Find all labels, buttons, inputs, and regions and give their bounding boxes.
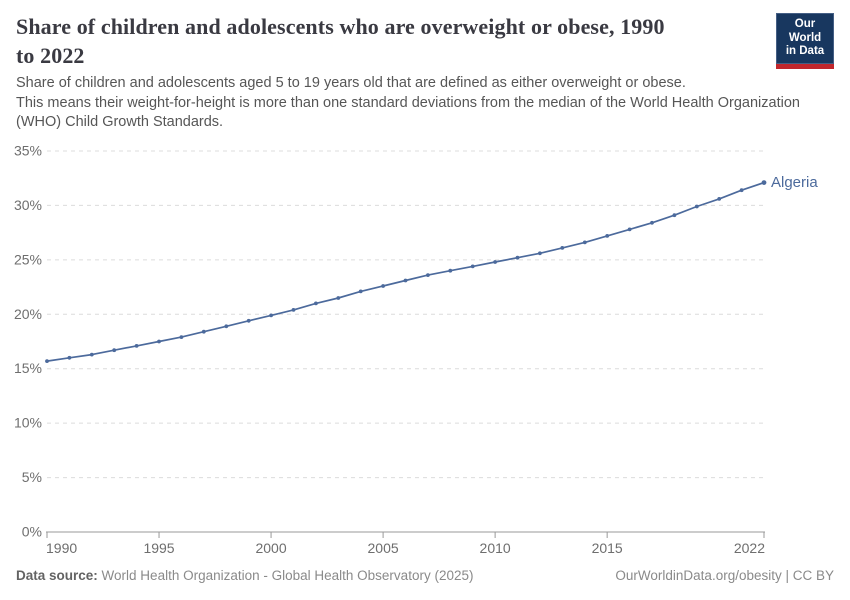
data-source-value: World Health Organization - Global Healt… [101, 568, 474, 583]
data-point [560, 246, 565, 250]
chart-subtitle: Share of children and adolescents aged 5… [16, 74, 834, 133]
data-point [403, 278, 408, 283]
x-axis-label: 2015 [592, 540, 623, 556]
chart-header: Share of children and adolescents who ar… [16, 12, 834, 70]
data-point [381, 284, 385, 288]
data-point [314, 301, 318, 306]
y-axis-label: 15% [14, 360, 42, 376]
y-axis-label: 10% [14, 415, 42, 431]
chart-footer: Data source: World Health Organization -… [16, 567, 834, 584]
x-axis-label: 1990 [46, 540, 77, 556]
data-point [470, 264, 475, 269]
credit-license-text: OurWorldinData.org/obesity | CC BY [615, 568, 834, 583]
data-point [45, 359, 49, 363]
data-point [650, 220, 654, 225]
chart-subtitle-line-3: (WHO) Child Growth Standards. [16, 114, 224, 130]
data-point [605, 234, 610, 238]
data-point [694, 204, 699, 209]
data-point [515, 255, 520, 260]
data-point [672, 213, 677, 218]
y-axis-label: 35% [14, 143, 42, 159]
x-axis-label: 2000 [255, 540, 286, 556]
data-source-label: Data source: [16, 568, 98, 583]
data-point [717, 197, 722, 201]
data-point [761, 180, 767, 185]
data-point [157, 339, 161, 344]
data-point [269, 313, 273, 318]
chart-subtitle-line-1: Share of children and adolescents aged 5… [16, 75, 686, 91]
data-point [246, 318, 251, 323]
line-chart-canvas: 0% 5% 10% 15% 20% 25% 30% 35% 1990 1995 2000 2005 20… [14, 143, 818, 557]
chart-title: Share of children and adolescents who ar… [16, 12, 766, 70]
data-point [538, 251, 542, 256]
x-axis-label: 2005 [368, 540, 399, 556]
data-point [67, 355, 72, 360]
data-point [448, 268, 453, 273]
chart-title-line-1: Share of children and adolescents who ar… [16, 14, 665, 39]
series-label-algeria: Algeria [771, 174, 818, 191]
algeria-trend-line [46, 181, 765, 362]
x-axis-label: 1995 [143, 540, 174, 556]
data-point [582, 240, 587, 245]
data-source: Data source: World Health Organization -… [16, 567, 473, 584]
y-axis-label: 25% [14, 251, 42, 267]
data-point [134, 344, 139, 348]
data-point [336, 296, 341, 300]
data-point [358, 289, 363, 294]
data-point [112, 348, 117, 353]
x-axis-label: 2022 [734, 540, 765, 556]
y-axis-label: 30% [14, 197, 42, 213]
data-point [89, 352, 94, 357]
y-axis-label: 5% [22, 469, 42, 485]
y-axis-label: 0% [22, 524, 42, 540]
data-point [426, 273, 430, 277]
data-point [291, 308, 296, 312]
chart-title-line-2: to 2022 [16, 43, 85, 68]
data-point [493, 260, 497, 264]
owid-logo-line-1: Our World [788, 18, 822, 44]
data-point [201, 329, 206, 334]
data-point [627, 227, 632, 232]
y-axis-label: 20% [14, 306, 42, 322]
owid-logo-line-2: in Data [785, 45, 825, 57]
data-point [739, 188, 744, 193]
owid-logo: Our World in Data [776, 13, 834, 69]
data-point [224, 324, 229, 329]
x-axis-label: 2010 [480, 540, 511, 556]
chart-subtitle-line-2: This means their weight-for-height is mo… [16, 94, 800, 111]
data-point [179, 335, 184, 339]
